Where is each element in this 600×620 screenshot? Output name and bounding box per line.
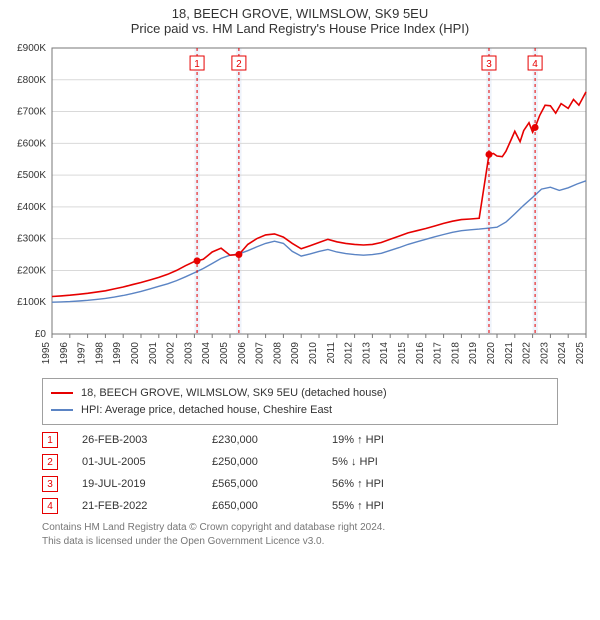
svg-text:£100K: £100K	[17, 297, 46, 308]
svg-text:2005: 2005	[219, 342, 230, 365]
svg-text:2020: 2020	[486, 342, 497, 365]
svg-text:1: 1	[194, 59, 200, 70]
svg-text:2010: 2010	[308, 342, 319, 365]
transaction-marker: 2	[42, 454, 58, 470]
svg-text:2014: 2014	[379, 342, 390, 365]
transaction-delta: 19% ↑ HPI	[332, 434, 462, 446]
svg-text:2025: 2025	[575, 342, 586, 365]
svg-text:2006: 2006	[237, 342, 248, 365]
svg-text:2023: 2023	[539, 342, 550, 365]
transaction-delta: 56% ↑ HPI	[332, 478, 462, 490]
svg-text:£200K: £200K	[17, 265, 46, 276]
transaction-date: 26-FEB-2003	[82, 434, 212, 446]
svg-text:£0: £0	[35, 329, 47, 340]
footer: Contains HM Land Registry data © Crown c…	[42, 521, 558, 548]
svg-text:2002: 2002	[166, 342, 177, 365]
transaction-marker: 3	[42, 476, 58, 492]
svg-text:1999: 1999	[112, 342, 123, 365]
svg-text:2000: 2000	[130, 342, 141, 365]
transaction-price: £565,000	[212, 478, 332, 490]
page: 18, BEECH GROVE, WILMSLOW, SK9 5EU Price…	[0, 0, 600, 620]
legend: 18, BEECH GROVE, WILMSLOW, SK9 5EU (deta…	[42, 378, 558, 425]
svg-text:2001: 2001	[148, 342, 159, 365]
svg-text:£700K: £700K	[17, 107, 46, 118]
legend-swatch-hpi	[51, 409, 73, 411]
transaction-row: 2 01-JUL-2005£250,0005% ↓ HPI	[42, 451, 558, 473]
svg-text:2018: 2018	[450, 342, 461, 365]
transaction-date: 21-FEB-2022	[82, 500, 212, 512]
page-title: 18, BEECH GROVE, WILMSLOW, SK9 5EU	[6, 6, 594, 21]
svg-text:£600K: £600K	[17, 138, 46, 149]
svg-text:1998: 1998	[94, 342, 105, 365]
svg-text:2009: 2009	[290, 342, 301, 365]
svg-text:2012: 2012	[344, 342, 355, 365]
svg-text:1995: 1995	[41, 342, 52, 365]
svg-text:1996: 1996	[59, 342, 70, 365]
svg-text:2022: 2022	[522, 342, 533, 365]
transaction-date: 19-JUL-2019	[82, 478, 212, 490]
svg-text:2024: 2024	[557, 342, 568, 365]
legend-item-property: 18, BEECH GROVE, WILMSLOW, SK9 5EU (deta…	[51, 385, 549, 402]
svg-text:2015: 2015	[397, 342, 408, 365]
svg-text:2011: 2011	[326, 342, 337, 364]
svg-text:2: 2	[236, 59, 242, 70]
transaction-delta: 5% ↓ HPI	[332, 456, 462, 468]
svg-text:2013: 2013	[361, 342, 372, 365]
chart-svg: £0 £100K £200K £300K £400K £500K £600K £700K £80…	[6, 42, 596, 372]
svg-text:2016: 2016	[415, 342, 426, 365]
legend-item-hpi: HPI: Average price, detached house, Ches…	[51, 402, 549, 419]
svg-text:2004: 2004	[201, 342, 212, 365]
transaction-row: 1 26-FEB-2003£230,00019% ↑ HPI	[42, 429, 558, 451]
transaction-price: £650,000	[212, 500, 332, 512]
svg-text:2003: 2003	[183, 342, 194, 365]
footer-line-2: This data is licensed under the Open Gov…	[42, 535, 558, 549]
svg-text:£900K: £900K	[17, 43, 46, 54]
transaction-marker: 4	[42, 498, 58, 514]
transaction-price: £250,000	[212, 456, 332, 468]
transaction-marker: 1	[42, 432, 58, 448]
legend-swatch-property	[51, 392, 73, 394]
svg-text:2007: 2007	[255, 342, 266, 365]
svg-text:£800K: £800K	[17, 75, 46, 86]
transaction-price: £230,000	[212, 434, 332, 446]
transaction-row: 4 21-FEB-2022£650,00055% ↑ HPI	[42, 495, 558, 517]
transaction-date: 01-JUL-2005	[82, 456, 212, 468]
legend-label-hpi: HPI: Average price, detached house, Ches…	[81, 402, 332, 419]
svg-text:2008: 2008	[272, 342, 283, 365]
svg-text:2021: 2021	[504, 342, 515, 365]
transaction-delta: 55% ↑ HPI	[332, 500, 462, 512]
svg-text:3: 3	[486, 59, 492, 70]
footer-line-1: Contains HM Land Registry data © Crown c…	[42, 521, 558, 535]
svg-text:£300K: £300K	[17, 234, 46, 245]
svg-text:£400K: £400K	[17, 202, 46, 213]
legend-label-property: 18, BEECH GROVE, WILMSLOW, SK9 5EU (deta…	[81, 385, 387, 402]
svg-text:1997: 1997	[77, 342, 88, 365]
svg-text:4: 4	[532, 59, 538, 70]
svg-text:£500K: £500K	[17, 170, 46, 181]
svg-text:2017: 2017	[433, 342, 444, 365]
transaction-table: 1 26-FEB-2003£230,00019% ↑ HPI 2 01-JUL-200…	[42, 429, 558, 517]
page-subtitle: Price paid vs. HM Land Registry's House …	[6, 21, 594, 36]
chart: £0 £100K £200K £300K £400K £500K £600K £700K £80…	[6, 42, 594, 372]
transaction-row: 3 19-JUL-2019£565,00056% ↑ HPI	[42, 473, 558, 495]
svg-text:2019: 2019	[468, 342, 479, 365]
